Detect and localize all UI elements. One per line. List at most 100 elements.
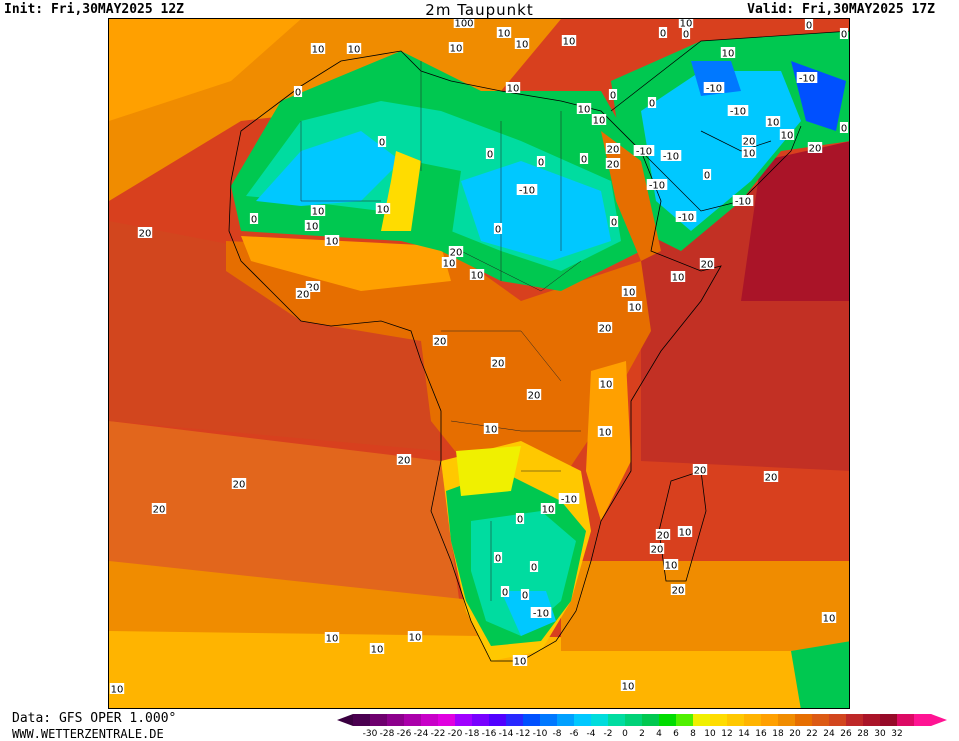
svg-text:0: 0 <box>487 150 493 161</box>
legend-tick-label: -14 <box>499 729 514 739</box>
svg-text:20: 20 <box>233 480 246 491</box>
contour-label: 0 <box>839 28 849 41</box>
svg-text:10: 10 <box>371 645 384 656</box>
svg-text:10: 10 <box>578 105 591 116</box>
legend-swatch <box>846 714 864 726</box>
contour-label: 10 <box>483 423 499 436</box>
contour-label: 20 <box>670 584 686 597</box>
data-source-label: Data: GFS OPER 1.000° <box>12 711 177 726</box>
contour-label: 10 <box>369 643 385 656</box>
svg-text:0: 0 <box>806 21 812 32</box>
contour-label: 10 <box>407 631 423 644</box>
legend-tick-label: 10 <box>704 729 716 739</box>
contour-label: 20 <box>151 503 167 516</box>
contour-label: 10 <box>597 426 613 439</box>
legend-swatch <box>693 714 711 726</box>
svg-text:0: 0 <box>517 515 523 526</box>
svg-text:0: 0 <box>660 29 666 40</box>
svg-text:-10: -10 <box>649 181 665 192</box>
svg-text:20: 20 <box>398 456 411 467</box>
legend-tick-label: -20 <box>448 729 463 739</box>
contour-label: 20 <box>295 288 311 301</box>
svg-text:0: 0 <box>841 30 847 41</box>
contour-label: -10 <box>646 179 668 192</box>
contour-label: 0 <box>804 19 814 32</box>
svg-text:10: 10 <box>348 45 361 56</box>
legend-swatch <box>863 714 881 726</box>
svg-text:20: 20 <box>153 505 166 516</box>
legend-tick-label: -22 <box>431 729 446 739</box>
contour-label: 0 <box>658 27 668 40</box>
dewpoint-map[interactable]: 10 10 100 10 10 10 10 10 0 0 0 0 10 -10 -10 -10 0 0 10 10 10… <box>108 18 850 709</box>
contour-label: -10 <box>727 105 749 118</box>
legend-swatch <box>489 714 507 726</box>
contour-label: 0 <box>520 589 530 602</box>
contour-label: 20 <box>605 158 621 171</box>
contour-label: 0 <box>493 223 503 236</box>
svg-text:10: 10 <box>767 118 780 129</box>
legend-swatch <box>404 714 422 726</box>
contour-label: 10 <box>505 82 521 95</box>
svg-text:0: 0 <box>531 563 537 574</box>
svg-text:-10: -10 <box>663 152 679 163</box>
svg-text:-10: -10 <box>678 213 694 224</box>
legend-tick-label: -8 <box>553 729 562 739</box>
contour-label: 10 <box>109 683 125 696</box>
svg-text:10: 10 <box>599 428 612 439</box>
legend-tick-label: -6 <box>570 729 579 739</box>
contour-label: 20 <box>490 357 506 370</box>
svg-text:20: 20 <box>434 337 447 348</box>
legend-tick-label: -24 <box>414 729 429 739</box>
legend-tick-label: 14 <box>738 729 750 739</box>
legend-tick-label: -28 <box>380 729 395 739</box>
legend-swatch <box>795 714 813 726</box>
contour-label: 0 <box>500 586 510 599</box>
legend-swatch <box>744 714 762 726</box>
svg-text:20: 20 <box>607 145 620 156</box>
svg-text:10: 10 <box>593 116 606 127</box>
legend-swatch <box>880 714 898 726</box>
svg-text:0: 0 <box>581 155 587 166</box>
svg-text:20: 20 <box>701 260 714 271</box>
contour-label: 10 <box>310 43 326 56</box>
svg-text:10: 10 <box>443 259 456 270</box>
color-scale-legend: -30 -28 -26 -24 -22 -20 -18 -16 -14 -12 -10 -8 -6 -4-… <box>337 714 947 739</box>
legend-swatch <box>591 714 609 726</box>
svg-text:10: 10 <box>409 633 422 644</box>
svg-text:10: 10 <box>516 40 529 51</box>
map-title: 2m Taupunkt <box>425 1 534 19</box>
contour-label: 10 <box>310 205 326 218</box>
svg-text:0: 0 <box>251 215 257 226</box>
legend-tick-label: -30 <box>363 729 378 739</box>
contour-label: 10 <box>496 27 512 40</box>
legend-tick-label: -2 <box>604 729 613 739</box>
valid-time-label: Valid: Fri,30MAY2025 17Z <box>747 2 935 17</box>
contour-label: 20 <box>448 246 464 259</box>
legend-tick-label: 24 <box>823 729 835 739</box>
contour-label: 10 <box>346 43 362 56</box>
contour-label: 10 <box>324 235 340 248</box>
contour-label: 20 <box>305 281 321 294</box>
legend-swatch <box>387 714 405 726</box>
svg-text:-10: -10 <box>533 609 549 620</box>
svg-text:20: 20 <box>809 144 822 155</box>
init-time-label: Init: Fri,30MAY2025 12Z <box>4 2 185 17</box>
legend-arrow-high <box>931 714 947 726</box>
legend-tick-label: 28 <box>857 729 869 739</box>
contour-label: 10 <box>576 103 592 116</box>
svg-text:0: 0 <box>502 588 508 599</box>
svg-text:0: 0 <box>538 158 544 169</box>
contour-label: 10 <box>741 147 757 160</box>
contour-label: 20 <box>526 389 542 402</box>
contour-label: -10 <box>633 145 655 158</box>
site-url-link[interactable]: WWW.WETTERZENTRALE.DE <box>12 727 164 741</box>
contour-label: 0 <box>839 122 849 135</box>
svg-text:-10: -10 <box>735 197 751 208</box>
legend-tick-label: 18 <box>772 729 784 739</box>
svg-text:20: 20 <box>450 248 463 259</box>
contour-label: 0 <box>529 561 539 574</box>
legend-swatch <box>625 714 643 726</box>
legend-swatch <box>761 714 779 726</box>
contour-label: 10 <box>304 220 320 233</box>
svg-text:10: 10 <box>306 222 319 233</box>
